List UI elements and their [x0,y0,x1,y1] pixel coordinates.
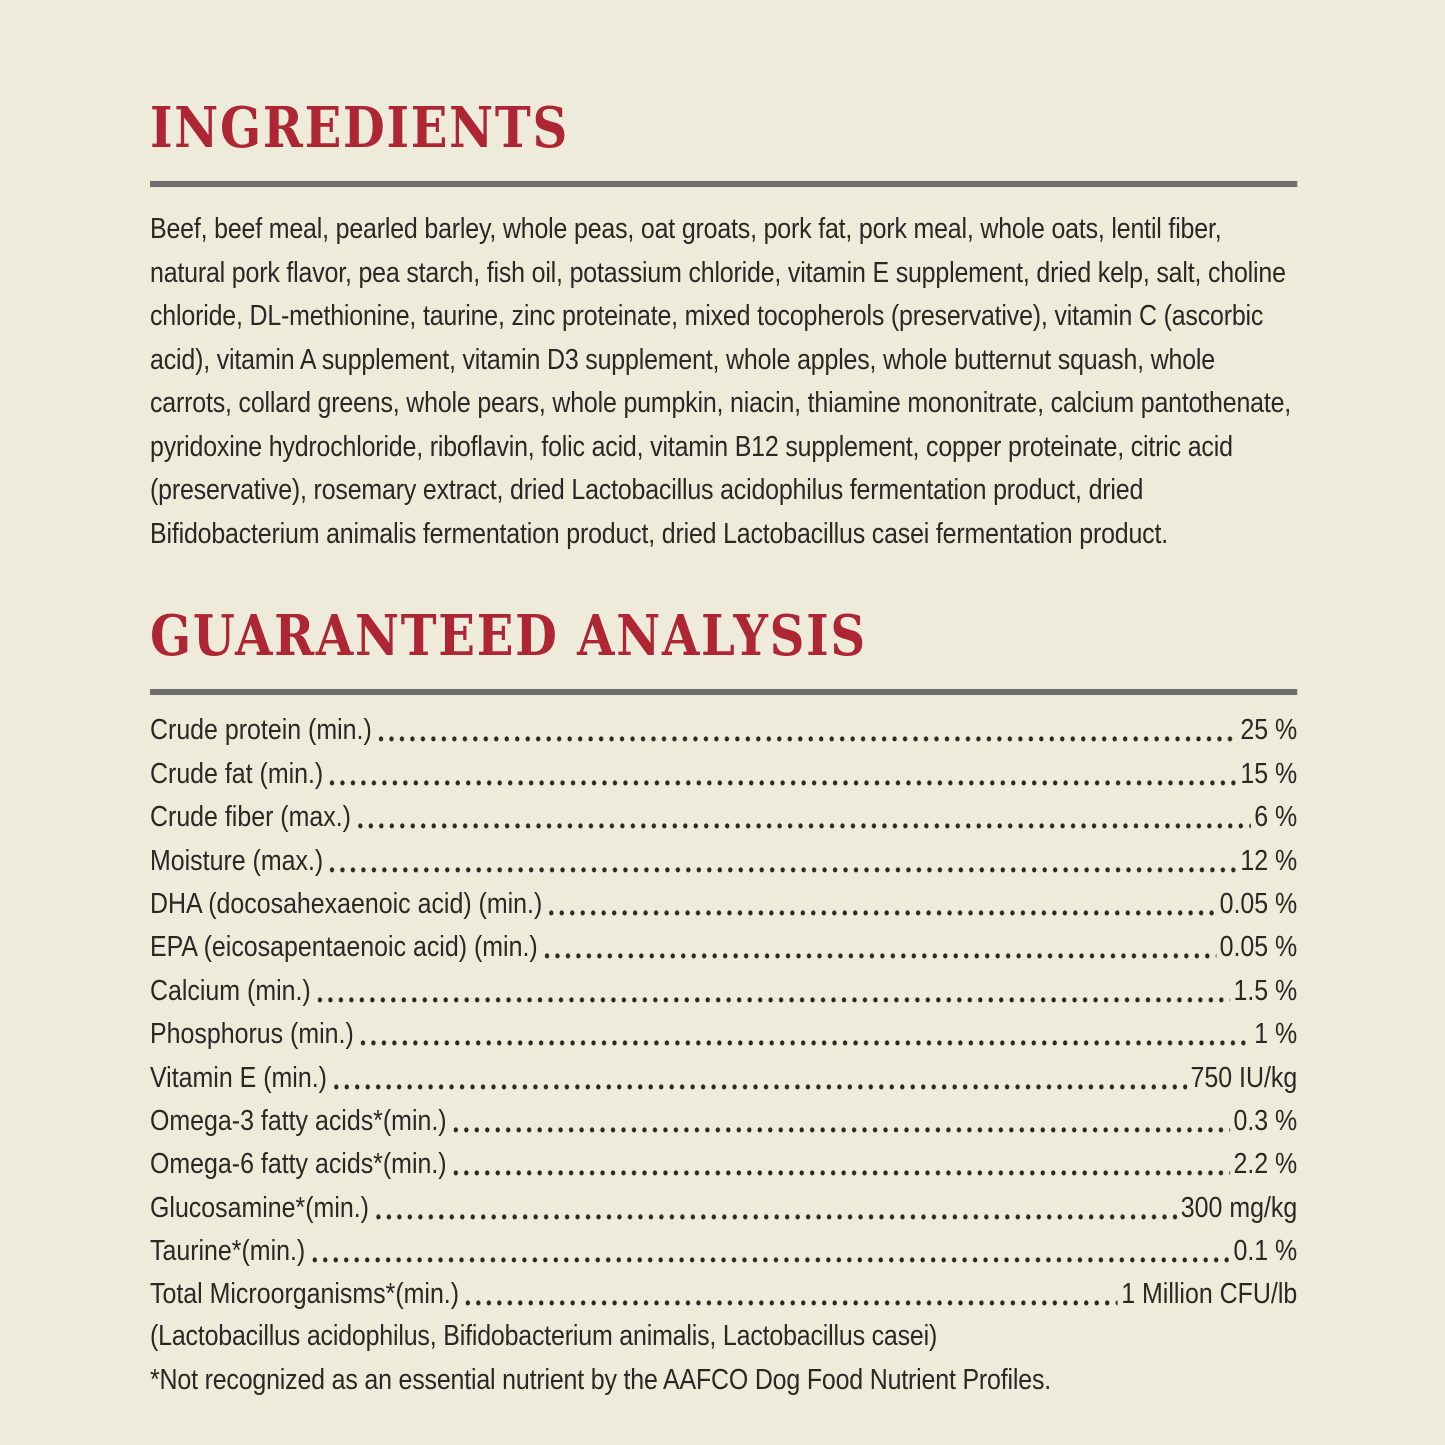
guaranteed-analysis-title: GUARANTEED ANALYSIS [150,603,867,669]
dot-leader [357,823,1251,830]
dot-leader [453,1126,1231,1133]
analysis-row-label: Calcium (min.) [150,974,311,1007]
analysis-row-label: Taurine*(min.) [150,1235,306,1268]
guaranteed-analysis-divider [150,689,1298,695]
microorganisms-note: (Lactobacillus acidophilus, Bifidobacter… [150,1320,938,1353]
table-row: Omega-3 fatty acids*(min.) 0.3 % [150,1099,1297,1142]
dot-leader [317,996,1231,1003]
ingredients-title: INGREDIENTS [150,95,569,161]
analysis-row-label: DHA (docosahexaenoic acid) (min.) [150,887,543,920]
analysis-row-label: EPA (eicosapentaenoic acid) (min.) [150,931,538,964]
analysis-row-value: 1 % [1254,1018,1298,1051]
analysis-row-value: 6 % [1254,801,1298,834]
dot-leader [453,1170,1231,1177]
table-row: Crude protein (min.) 25 % [150,708,1297,751]
analysis-row-label: Moisture (max.) [150,844,324,877]
dot-leader [312,1257,1231,1264]
table-row: Calcium (min.) 1.5 % [150,968,1297,1011]
table-row: DHA (docosahexaenoic acid) (min.) 0.05 % [150,882,1297,925]
analysis-row-label: Total Microorganisms*(min.) [150,1278,460,1311]
analysis-row-value: 25 % [1240,714,1298,747]
analysis-row-value: 1 Million CFU/lb [1121,1278,1298,1311]
analysis-row-label: Omega-6 fatty acids*(min.) [150,1148,447,1181]
table-row: Taurine*(min.) 0.1 % [150,1229,1297,1272]
analysis-row-value: 300 mg/kg [1180,1191,1298,1224]
dot-leader [333,1083,1188,1090]
dot-leader [330,779,1237,786]
table-row: Glucosamine*(min.) 300 mg/kg [150,1185,1297,1228]
analysis-row-label: Phosphorus (min.) [150,1018,354,1051]
pet-food-label: INGREDIENTS Beef, beef meal, pearled bar… [150,95,1298,1402]
table-row: Omega-6 fatty acids*(min.) 2.2 % [150,1142,1297,1185]
table-row: EPA (eicosapentaenoic acid) (min.) 0.05 … [150,925,1297,968]
analysis-row-value: 0.1 % [1233,1235,1298,1268]
dot-leader [465,1300,1118,1307]
dot-leader [544,953,1217,960]
table-row: Crude fiber (max.) 6 % [150,795,1297,838]
dot-leader [549,909,1217,916]
dot-leader [330,866,1237,873]
table-row: Total Microorganisms*(min.) 1 Million CF… [150,1272,1297,1315]
guaranteed-analysis-section: GUARANTEED ANALYSIS Crude protein (min.)… [150,603,1298,1402]
analysis-row-value: 12 % [1240,844,1298,877]
table-row: Moisture (max.) 12 % [150,838,1297,881]
table-row: Vitamin E (min.) 750 IU/kg [150,1055,1297,1098]
analysis-row-label: Crude fiber (max.) [150,801,351,834]
analysis-row-value: 750 IU/kg [1190,1061,1298,1094]
analysis-row-label: Vitamin E (min.) [150,1061,327,1094]
dot-leader [360,1040,1251,1047]
analysis-row-value: 0.05 % [1219,887,1298,920]
analysis-row-label: Glucosamine*(min.) [150,1191,369,1224]
analysis-row-value: 0.3 % [1233,1104,1298,1137]
ingredients-section: INGREDIENTS Beef, beef meal, pearled bar… [150,95,1298,556]
analysis-row-value: 2.2 % [1233,1148,1298,1181]
analysis-row-value: 15 % [1240,757,1298,790]
analysis-table: Crude protein (min.) 25 % Crude fat (min… [150,708,1297,1402]
table-row: Crude fat (min.) 15 % [150,751,1297,794]
analysis-row-label: Crude fat (min.) [150,757,324,790]
table-row: Phosphorus (min.) 1 % [150,1012,1297,1055]
label-content: INGREDIENTS Beef, beef meal, pearled bar… [150,95,1298,1402]
analysis-row-label: Omega-3 fatty acids*(min.) [150,1104,447,1137]
analysis-row-value: 0.05 % [1219,931,1298,964]
dot-leader [378,736,1237,743]
dot-leader [375,1213,1178,1220]
ingredients-divider [150,181,1298,187]
aafco-footnote: *Not recognized as an essential nutrient… [150,1363,1052,1396]
analysis-row-label: Crude protein (min.) [150,714,372,747]
ingredients-text: Beef, beef meal, pearled barley, whole p… [150,213,1292,550]
analysis-row-value: 1.5 % [1233,974,1298,1007]
